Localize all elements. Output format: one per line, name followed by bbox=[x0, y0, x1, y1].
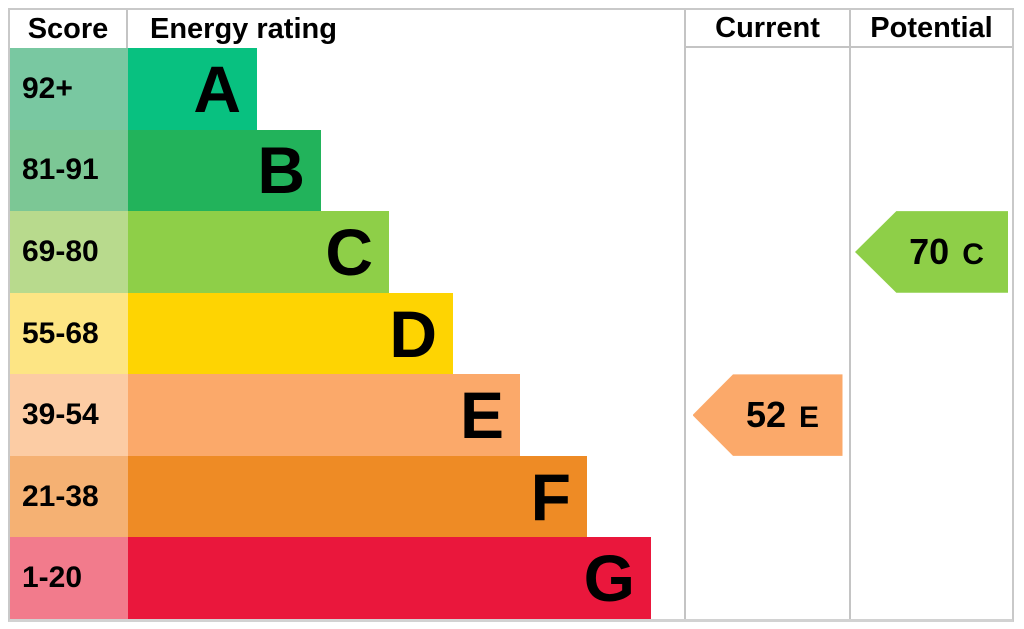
potential-column-cell bbox=[849, 129, 1012, 212]
band-score-cell: 92+ bbox=[10, 48, 128, 130]
potential-rating-score: 70 bbox=[909, 230, 950, 272]
band-bar-track: F bbox=[128, 455, 684, 538]
band-row-a: 92+ A bbox=[10, 48, 1012, 130]
band-bar-track: G bbox=[128, 537, 684, 620]
band-score-label: 69-80 bbox=[22, 234, 99, 268]
band-score-cell: 55-68 bbox=[10, 292, 128, 375]
current-rating-arrow: 52 E bbox=[692, 374, 843, 456]
current-column-cell bbox=[684, 292, 849, 375]
band-row-e: 39-54 E 52 E bbox=[10, 374, 1012, 456]
band-row-b: 81-91 B bbox=[10, 129, 1012, 212]
potential-column-cell bbox=[849, 48, 1012, 130]
band-score-label: 21-38 bbox=[22, 479, 99, 513]
band-row-f: 21-38 F bbox=[10, 455, 1012, 538]
current-column-cell bbox=[684, 48, 849, 130]
band-score-cell: 69-80 bbox=[10, 211, 128, 293]
potential-column-cell bbox=[849, 455, 1012, 538]
band-row-d: 55-68 D bbox=[10, 292, 1012, 375]
band-bar: G bbox=[128, 537, 651, 620]
band-letter: B bbox=[257, 133, 305, 208]
band-bar: F bbox=[128, 455, 587, 538]
potential-column-cell: 70 C bbox=[849, 211, 1012, 293]
band-score-label: 81-91 bbox=[22, 153, 99, 187]
header-score: Score bbox=[10, 10, 128, 48]
current-rating-score: 52 bbox=[745, 394, 787, 436]
band-bar: B bbox=[128, 129, 321, 212]
header-current: Current bbox=[684, 10, 849, 48]
current-column-cell bbox=[684, 455, 849, 538]
potential-rating-text: 70 C bbox=[909, 230, 984, 272]
current-column-cell bbox=[684, 211, 849, 293]
current-column-cell bbox=[684, 537, 849, 620]
potential-column-cell bbox=[849, 374, 1012, 456]
current-rating-text: 52 E bbox=[746, 397, 819, 433]
band-letter: E bbox=[459, 378, 504, 453]
band-letter: C bbox=[325, 214, 373, 289]
band-score-cell: 21-38 bbox=[10, 455, 128, 538]
band-letter: F bbox=[530, 459, 571, 534]
band-score-cell: 81-91 bbox=[10, 129, 128, 212]
potential-rating-band: C bbox=[962, 237, 984, 271]
potential-column-cell bbox=[849, 292, 1012, 375]
band-letter: D bbox=[389, 296, 437, 371]
current-column-cell: 52 E bbox=[684, 374, 849, 456]
band-row-g: 1-20 G bbox=[10, 537, 1012, 620]
header-energy-rating: Energy rating bbox=[150, 12, 337, 45]
epc-table: Score Energy rating Current Potential 92… bbox=[8, 8, 1014, 622]
band-bar-track: C bbox=[128, 211, 684, 293]
header-row: Score Energy rating Current Potential bbox=[10, 10, 1012, 48]
potential-column-cell bbox=[849, 537, 1012, 620]
band-score-cell: 39-54 bbox=[10, 374, 128, 456]
band-score-label: 55-68 bbox=[22, 316, 99, 350]
band-bar-track: A bbox=[128, 48, 684, 130]
current-column-cell bbox=[684, 129, 849, 212]
band-bar-track: E bbox=[128, 374, 684, 456]
band-row-c: 69-80 C 70 C bbox=[10, 211, 1012, 293]
header-potential: Potential bbox=[849, 10, 1012, 48]
band-bar: C bbox=[128, 211, 389, 293]
band-bar-track: D bbox=[128, 292, 684, 375]
potential-rating-arrow: 70 C bbox=[855, 211, 1008, 293]
band-bar: A bbox=[128, 48, 257, 130]
band-score-cell: 1-20 bbox=[10, 537, 128, 620]
band-score-label: 92+ bbox=[22, 71, 73, 105]
band-letter: A bbox=[193, 51, 241, 126]
current-rating-band: E bbox=[799, 401, 820, 435]
band-bar: E bbox=[128, 374, 520, 456]
band-score-label: 1-20 bbox=[22, 561, 83, 595]
band-score-label: 39-54 bbox=[22, 398, 99, 432]
band-bar: D bbox=[128, 292, 453, 375]
band-bar-track: B bbox=[128, 129, 684, 212]
band-letter: G bbox=[583, 541, 635, 616]
